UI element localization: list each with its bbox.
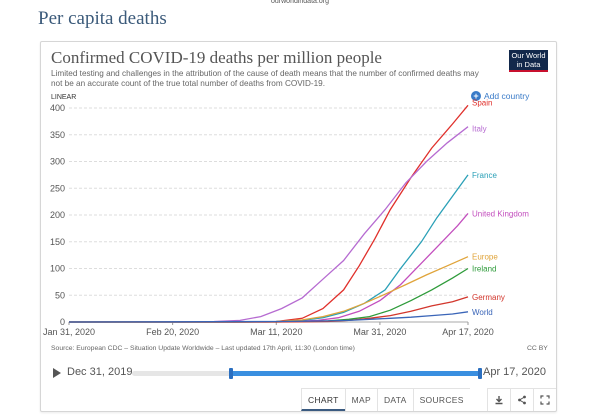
x-tick-label: Jan 31, 2020 xyxy=(43,327,95,337)
license-label[interactable]: CC BY xyxy=(527,345,548,352)
x-tick-label: Mar 31, 2020 xyxy=(353,327,406,337)
chart-card: Confirmed COVID-19 deaths per million pe… xyxy=(40,41,557,412)
owid-logo-line2: in Data xyxy=(516,59,541,69)
series-line-united-kingdom xyxy=(69,212,469,323)
y-tick-label: 200 xyxy=(50,210,65,220)
y-tick-label: 50 xyxy=(55,290,65,300)
y-tick-label: 0 xyxy=(60,317,65,327)
chart-subtitle: Limited testing and challenges in the at… xyxy=(51,69,479,88)
y-tick-label: 100 xyxy=(50,264,65,274)
x-tick-label: Apr 17, 2020 xyxy=(442,327,494,337)
y-tick-label: 400 xyxy=(50,103,65,113)
share-icon[interactable] xyxy=(510,389,533,411)
x-tick-label: Feb 20, 2020 xyxy=(146,327,199,337)
add-country-button[interactable]: + Add country xyxy=(471,91,529,101)
series-line-italy xyxy=(69,126,469,323)
tab-sources[interactable]: SOURCES xyxy=(412,389,470,411)
chart-title: Confirmed COVID-19 deaths per million pe… xyxy=(51,48,382,67)
timeline-start-label: Dec 31, 2019 xyxy=(67,366,133,378)
y-tick-label: 150 xyxy=(50,237,65,247)
x-tick-label: Mar 11, 2020 xyxy=(250,327,302,337)
series-label-france: France xyxy=(472,171,497,180)
download-icon[interactable] xyxy=(487,389,510,411)
source-note[interactable]: Source: European CDC – Situation Update … xyxy=(51,345,355,352)
series-label-world: World xyxy=(472,308,493,317)
tab-map[interactable]: MAP xyxy=(344,389,377,411)
y-tick-label: 300 xyxy=(50,157,65,167)
series-label-ireland: Ireland xyxy=(472,265,496,274)
add-country-label: Add country xyxy=(484,91,530,101)
series-line-germany xyxy=(69,296,469,323)
tab-data[interactable]: DATA xyxy=(376,389,413,411)
series-line-france xyxy=(69,174,469,323)
timeline-track[interactable] xyxy=(132,368,482,379)
line-chart: 0 50 100 150 200 250 300 350 400 Jan 31, 2020 Feb … xyxy=(43,98,529,337)
owid-logo-line1: Our World xyxy=(511,51,546,60)
y-tick-label: 350 xyxy=(50,130,65,140)
timeline-selected-range[interactable] xyxy=(229,368,482,379)
section-title: Per capita deaths xyxy=(38,8,167,29)
chart-tabs: CHART MAP DATA SOURCES xyxy=(301,388,470,411)
series-label-europe: Europe xyxy=(472,253,498,262)
timeline-end-label: Apr 17, 2020 xyxy=(483,366,546,378)
timeline-start-handle[interactable] xyxy=(229,368,233,379)
series-line-spain xyxy=(69,104,469,323)
play-icon[interactable] xyxy=(53,368,61,378)
y-tick-label: 250 xyxy=(50,183,65,193)
tab-chart[interactable]: CHART xyxy=(301,389,345,411)
timeline-end-handle[interactable] xyxy=(478,368,482,379)
series-label-germany: Germany xyxy=(472,293,505,302)
fullscreen-icon[interactable] xyxy=(533,389,556,411)
timeline-slider[interactable]: Dec 31, 2019 Apr 17, 2020 xyxy=(47,363,552,383)
series-line-world xyxy=(68,311,469,323)
axis-scale-toggle[interactable]: LINEAR xyxy=(51,94,77,101)
owid-logo[interactable]: Our World in Data xyxy=(509,50,548,72)
series-label-spain: Spain xyxy=(472,98,492,107)
chart-actions xyxy=(487,388,556,411)
plus-icon: + xyxy=(471,91,481,101)
browser-url-fragment: ourworldindata.org xyxy=(271,0,329,5)
series-label-italy: Italy xyxy=(472,125,487,134)
series-label-united-kingdom: United Kingdom xyxy=(472,209,529,218)
